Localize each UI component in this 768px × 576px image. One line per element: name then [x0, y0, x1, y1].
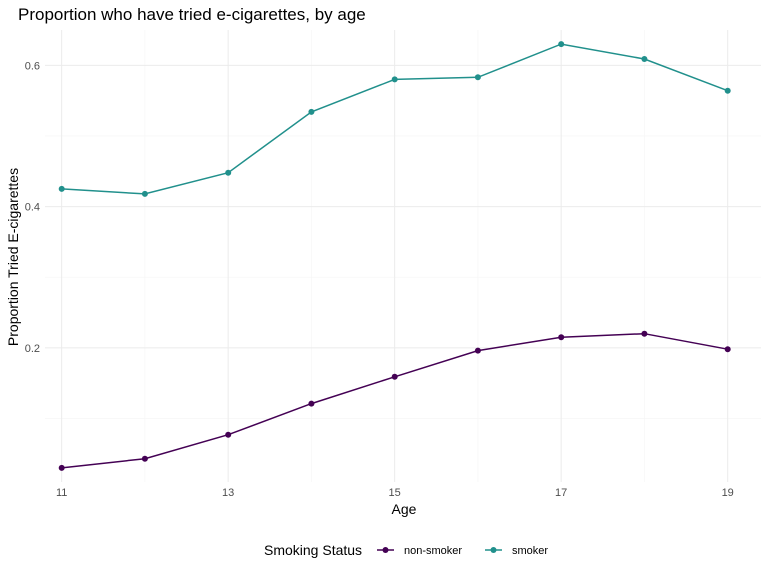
- data-point-non-smoker: [558, 334, 565, 341]
- x-tick-label: 13: [222, 487, 234, 499]
- y-tick-label: 0.6: [25, 60, 40, 72]
- data-point-smoker: [724, 87, 731, 94]
- y-axis-title: Proportion Tried E-cigarettes: [5, 168, 21, 346]
- data-point-smoker: [141, 190, 148, 197]
- data-point-non-smoker: [141, 455, 148, 462]
- legend-item-non-smoker: non-smoker: [377, 545, 462, 557]
- data-point-non-smoker: [58, 464, 65, 471]
- y-tick-labels: 0.2 0.4 0.6: [25, 60, 40, 355]
- y-tick-label: 0.4: [25, 202, 40, 214]
- data-point-smoker: [58, 185, 65, 192]
- data-point-smoker: [558, 41, 565, 48]
- x-tick-label: 11: [56, 487, 67, 499]
- chart-title: Proportion who have tried e-cigarettes, …: [18, 5, 366, 24]
- x-tick-label: 19: [722, 487, 734, 499]
- data-point-non-smoker: [391, 373, 398, 380]
- data-point-smoker: [641, 56, 648, 62]
- gridlines: [45, 30, 761, 482]
- legend-title: Smoking Status: [264, 542, 362, 558]
- data-point-smoker: [474, 74, 481, 81]
- data-point-non-smoker: [724, 346, 731, 353]
- data-point-smoker: [308, 108, 315, 115]
- data-point-non-smoker: [308, 400, 315, 407]
- legend-key-point: [490, 547, 497, 553]
- y-tick-label: 0.2: [25, 343, 40, 355]
- legend-item-smoker: smoker: [485, 545, 548, 557]
- data-point-smoker: [225, 169, 232, 176]
- x-tick-label: 17: [555, 487, 567, 499]
- legend-label: smoker: [512, 545, 548, 557]
- series-points: [58, 41, 731, 471]
- data-point-non-smoker: [225, 431, 232, 438]
- legend-label: non-smoker: [404, 545, 462, 557]
- legend: Smoking Status non-smoker smoker: [264, 542, 548, 558]
- data-point-non-smoker: [641, 330, 648, 337]
- data-point-smoker: [391, 76, 398, 83]
- x-tick-labels: 11 13 15 17 19: [56, 487, 734, 499]
- x-axis-title: Age: [392, 501, 417, 517]
- x-tick-label: 15: [389, 487, 401, 499]
- legend-key-point: [382, 547, 389, 553]
- data-point-non-smoker: [474, 347, 481, 354]
